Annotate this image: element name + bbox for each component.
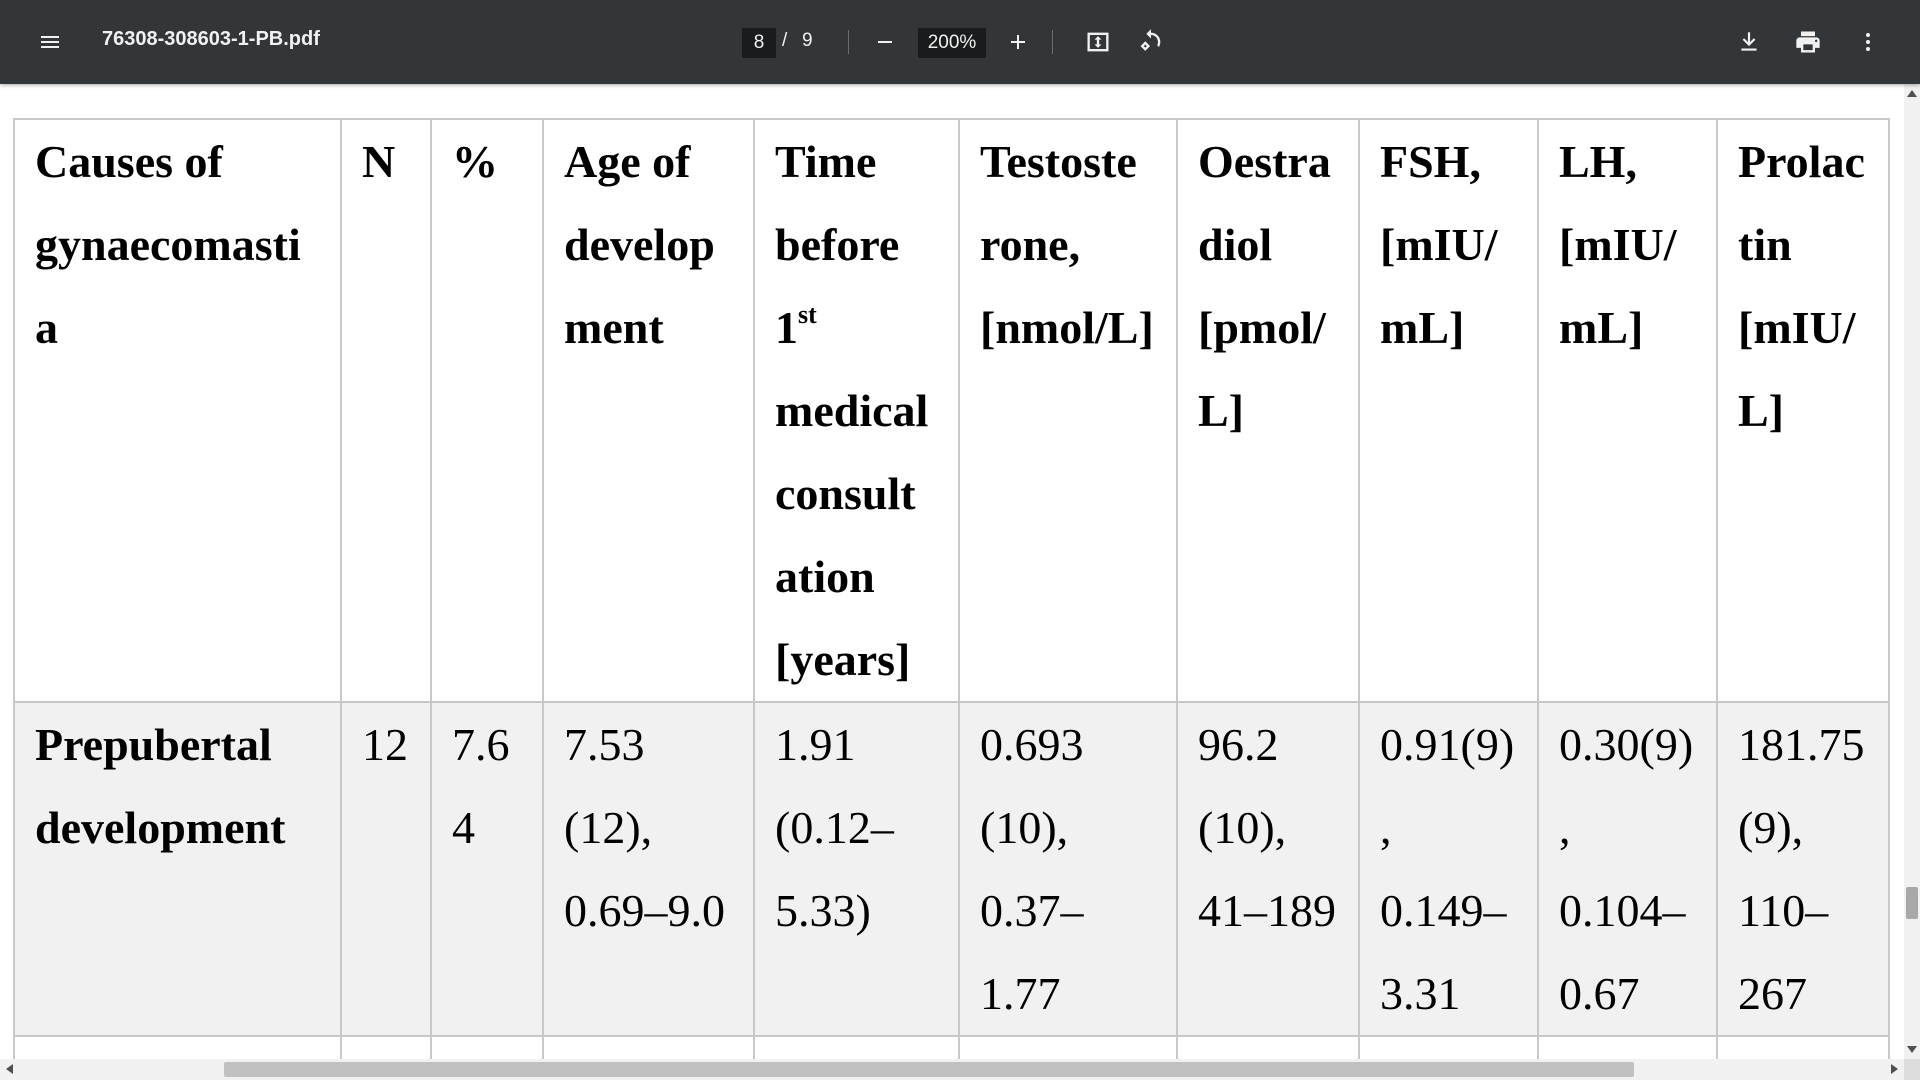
hormone-table: Causes of gynaecomastia N % Age of devel… [13, 118, 1890, 1059]
menu-icon [41, 36, 59, 48]
page-separator: / [782, 30, 788, 51]
cell-testosterone: 0.693 (10), 0.37–1.77 [958, 701, 1178, 1037]
fit-to-page-button[interactable] [1074, 18, 1122, 66]
header-time-suffix: medical consultation [years] [775, 385, 929, 685]
scroll-down-arrow-icon[interactable] [1907, 1046, 1917, 1053]
minus-icon [878, 41, 892, 43]
cell-cause: Prepubertal development [13, 701, 342, 1037]
vertical-scroll-thumb[interactable] [1906, 887, 1918, 919]
cell-age: 13.57 [542, 1035, 755, 1059]
cell-lh: 0.30(9), 0.104–0.67 [1537, 701, 1718, 1037]
cell-time: 1.65 [753, 1035, 960, 1059]
cell-percent: 5.0 [430, 1035, 544, 1059]
plus-icon [1011, 35, 1025, 49]
header-lh: LH, [mIU/mL] [1537, 118, 1718, 703]
cell-prolactin: 181.75(9), 110–267 [1716, 701, 1890, 1037]
toolbar-divider [1052, 30, 1053, 54]
rotate-button[interactable] [1127, 18, 1175, 66]
table-row: Hypergonado 8 5.0 13.57 1.65 1.21 (8), 1… [13, 1035, 1890, 1059]
fit-page-icon [1087, 32, 1109, 52]
cell-lh: 20.82 [1537, 1035, 1718, 1059]
download-icon [1741, 32, 1757, 51]
download-button[interactable] [1725, 18, 1773, 66]
pdf-viewer[interactable]: Causes of gynaecomastia N % Age of devel… [0, 84, 1904, 1059]
scroll-left-arrow-icon[interactable] [6, 1064, 13, 1074]
scroll-up-arrow-icon[interactable] [1907, 90, 1917, 97]
header-cause: Causes of gynaecomastia [13, 118, 342, 703]
header-fsh: FSH, [mIU/mL] [1358, 118, 1539, 703]
cell-oestradiol: 96.2 (10), 41–189 [1176, 701, 1360, 1037]
header-age: Age of development [542, 118, 755, 703]
cell-prolactin: 222.5 [1716, 1035, 1890, 1059]
header-n: N [340, 118, 432, 703]
print-button[interactable] [1784, 18, 1832, 66]
header-oestradiol: Oestradiol [pmol/L] [1176, 118, 1360, 703]
table-header-row: Causes of gynaecomastia N % Age of devel… [13, 118, 1890, 703]
cell-cause: Hypergonado [13, 1035, 342, 1059]
header-prolactin: Prolactin [mIU/L] [1716, 118, 1890, 703]
rotate-icon [1140, 29, 1161, 51]
more-actions-button[interactable] [1844, 18, 1892, 66]
cell-percent: 7.64 [430, 701, 544, 1037]
page-number-input[interactable] [742, 28, 776, 58]
header-testosterone: Testosterone, [nmol/L] [958, 118, 1178, 703]
header-percent: % [430, 118, 544, 703]
cell-oestradiol: 139.86 [1176, 1035, 1360, 1059]
document-title: 76308-308603-1-PB.pdf [102, 28, 320, 50]
toolbar-divider [848, 30, 849, 54]
header-time-sup: st [798, 300, 817, 329]
pdf-page: Causes of gynaecomastia N % Age of devel… [0, 84, 1904, 1059]
cell-n: 8 [340, 1035, 432, 1059]
vertical-scrollbar[interactable] [1904, 84, 1920, 1059]
scroll-right-arrow-icon[interactable] [1891, 1064, 1898, 1074]
cell-time: 1.91 (0.12–5.33) [753, 701, 960, 1037]
header-time: Time before 1st medical consultation [ye… [753, 118, 960, 703]
cell-fsh: 0.91(9), 0.149–3.31 [1358, 701, 1539, 1037]
zoom-level-input[interactable] [918, 28, 986, 58]
pdf-toolbar: 76308-308603-1-PB.pdf / 9 [0, 0, 1920, 84]
cell-fsh: 49.8 [1358, 1035, 1539, 1059]
cell-age: 7.53 (12), 0.69–9.0 [542, 701, 755, 1037]
total-pages: 9 [802, 30, 813, 51]
horizontal-scrollbar[interactable] [0, 1059, 1904, 1080]
header-time-prefix: Time before 1 [775, 136, 900, 353]
more-vert-icon [1866, 33, 1870, 51]
zoom-in-button[interactable] [994, 18, 1042, 66]
menu-button[interactable] [26, 18, 74, 66]
print-icon [1796, 31, 1820, 53]
horizontal-scroll-thumb[interactable] [224, 1062, 1634, 1077]
zoom-out-button[interactable] [861, 18, 909, 66]
table-row: Prepubertal development 12 7.64 7.53 (12… [13, 701, 1890, 1037]
cell-testosterone: 1.21 (8), [958, 1035, 1178, 1059]
scrollbar-corner [1904, 1059, 1920, 1080]
cell-n: 12 [340, 701, 432, 1037]
